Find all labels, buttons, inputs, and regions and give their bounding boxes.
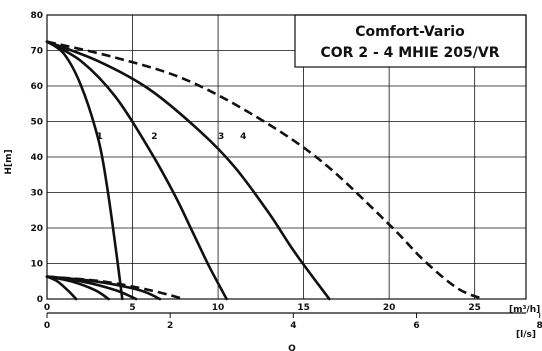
x-tick-label-3: 15 (297, 303, 310, 313)
curve-label-2: 2 (151, 132, 157, 142)
chart-title-line2: COR 2 - 4 MHIE 205/VR (321, 45, 500, 61)
x-tick-labels: 0 5 10 15 20 25 (44, 303, 481, 313)
y-tick-label-6: 60 (30, 82, 43, 92)
y-tick-label-7: 70 (30, 47, 43, 57)
x-unit-primary: [m³/h] (509, 305, 540, 315)
curve-2 (45, 40, 228, 301)
curve-label-4: 4 (240, 132, 246, 142)
y-tick-label-5: 50 (30, 118, 43, 128)
curves-layer (45, 40, 484, 301)
x2-tick-label-4: 8 (537, 321, 542, 331)
y-tick-label-0: 0 (37, 295, 43, 305)
y-tick-label-1: 10 (30, 260, 43, 270)
y-axis-label: H[m] (4, 149, 14, 174)
curve-label-3: 3 (218, 132, 224, 142)
x-tick-label-0: 0 (44, 303, 50, 313)
y-tick-label-3: 30 (30, 189, 43, 199)
y-tick-labels: 0 10 20 30 40 50 60 70 80 (30, 11, 43, 305)
plot-frame (46, 14, 527, 300)
x-tick-label-1: 5 (129, 303, 135, 313)
x2-tick-label-1: 2 (167, 321, 173, 331)
x-tick-labels-ls: 02468101214 (44, 313, 542, 331)
y-tick-label-8: 80 (30, 11, 43, 21)
curve-label-1: 1 (96, 132, 102, 142)
curve-1 (45, 40, 124, 301)
x-axis-label: Q (288, 344, 296, 351)
title-box: Comfort-Vario COR 2 - 4 MHIE 205/VR (294, 14, 527, 68)
x-unit-secondary: [l/s] (516, 330, 536, 340)
y-tick-label-4: 40 (30, 153, 43, 163)
x2-tick-label-3: 6 (413, 321, 419, 331)
x-tick-label-2: 10 (212, 303, 225, 313)
curve-labels: 1 2 3 4 (96, 132, 246, 142)
x-tick-label-5: 25 (468, 303, 481, 313)
curve-3 (45, 40, 331, 301)
chart-title-line1: Comfort-Vario (355, 24, 465, 40)
curve-4 (46, 40, 484, 301)
x2-tick-label-2: 4 (290, 321, 296, 331)
x-tick-label-4: 20 (383, 303, 396, 313)
x2-tick-label-0: 0 (44, 321, 50, 331)
y-tick-label-2: 20 (30, 224, 43, 234)
